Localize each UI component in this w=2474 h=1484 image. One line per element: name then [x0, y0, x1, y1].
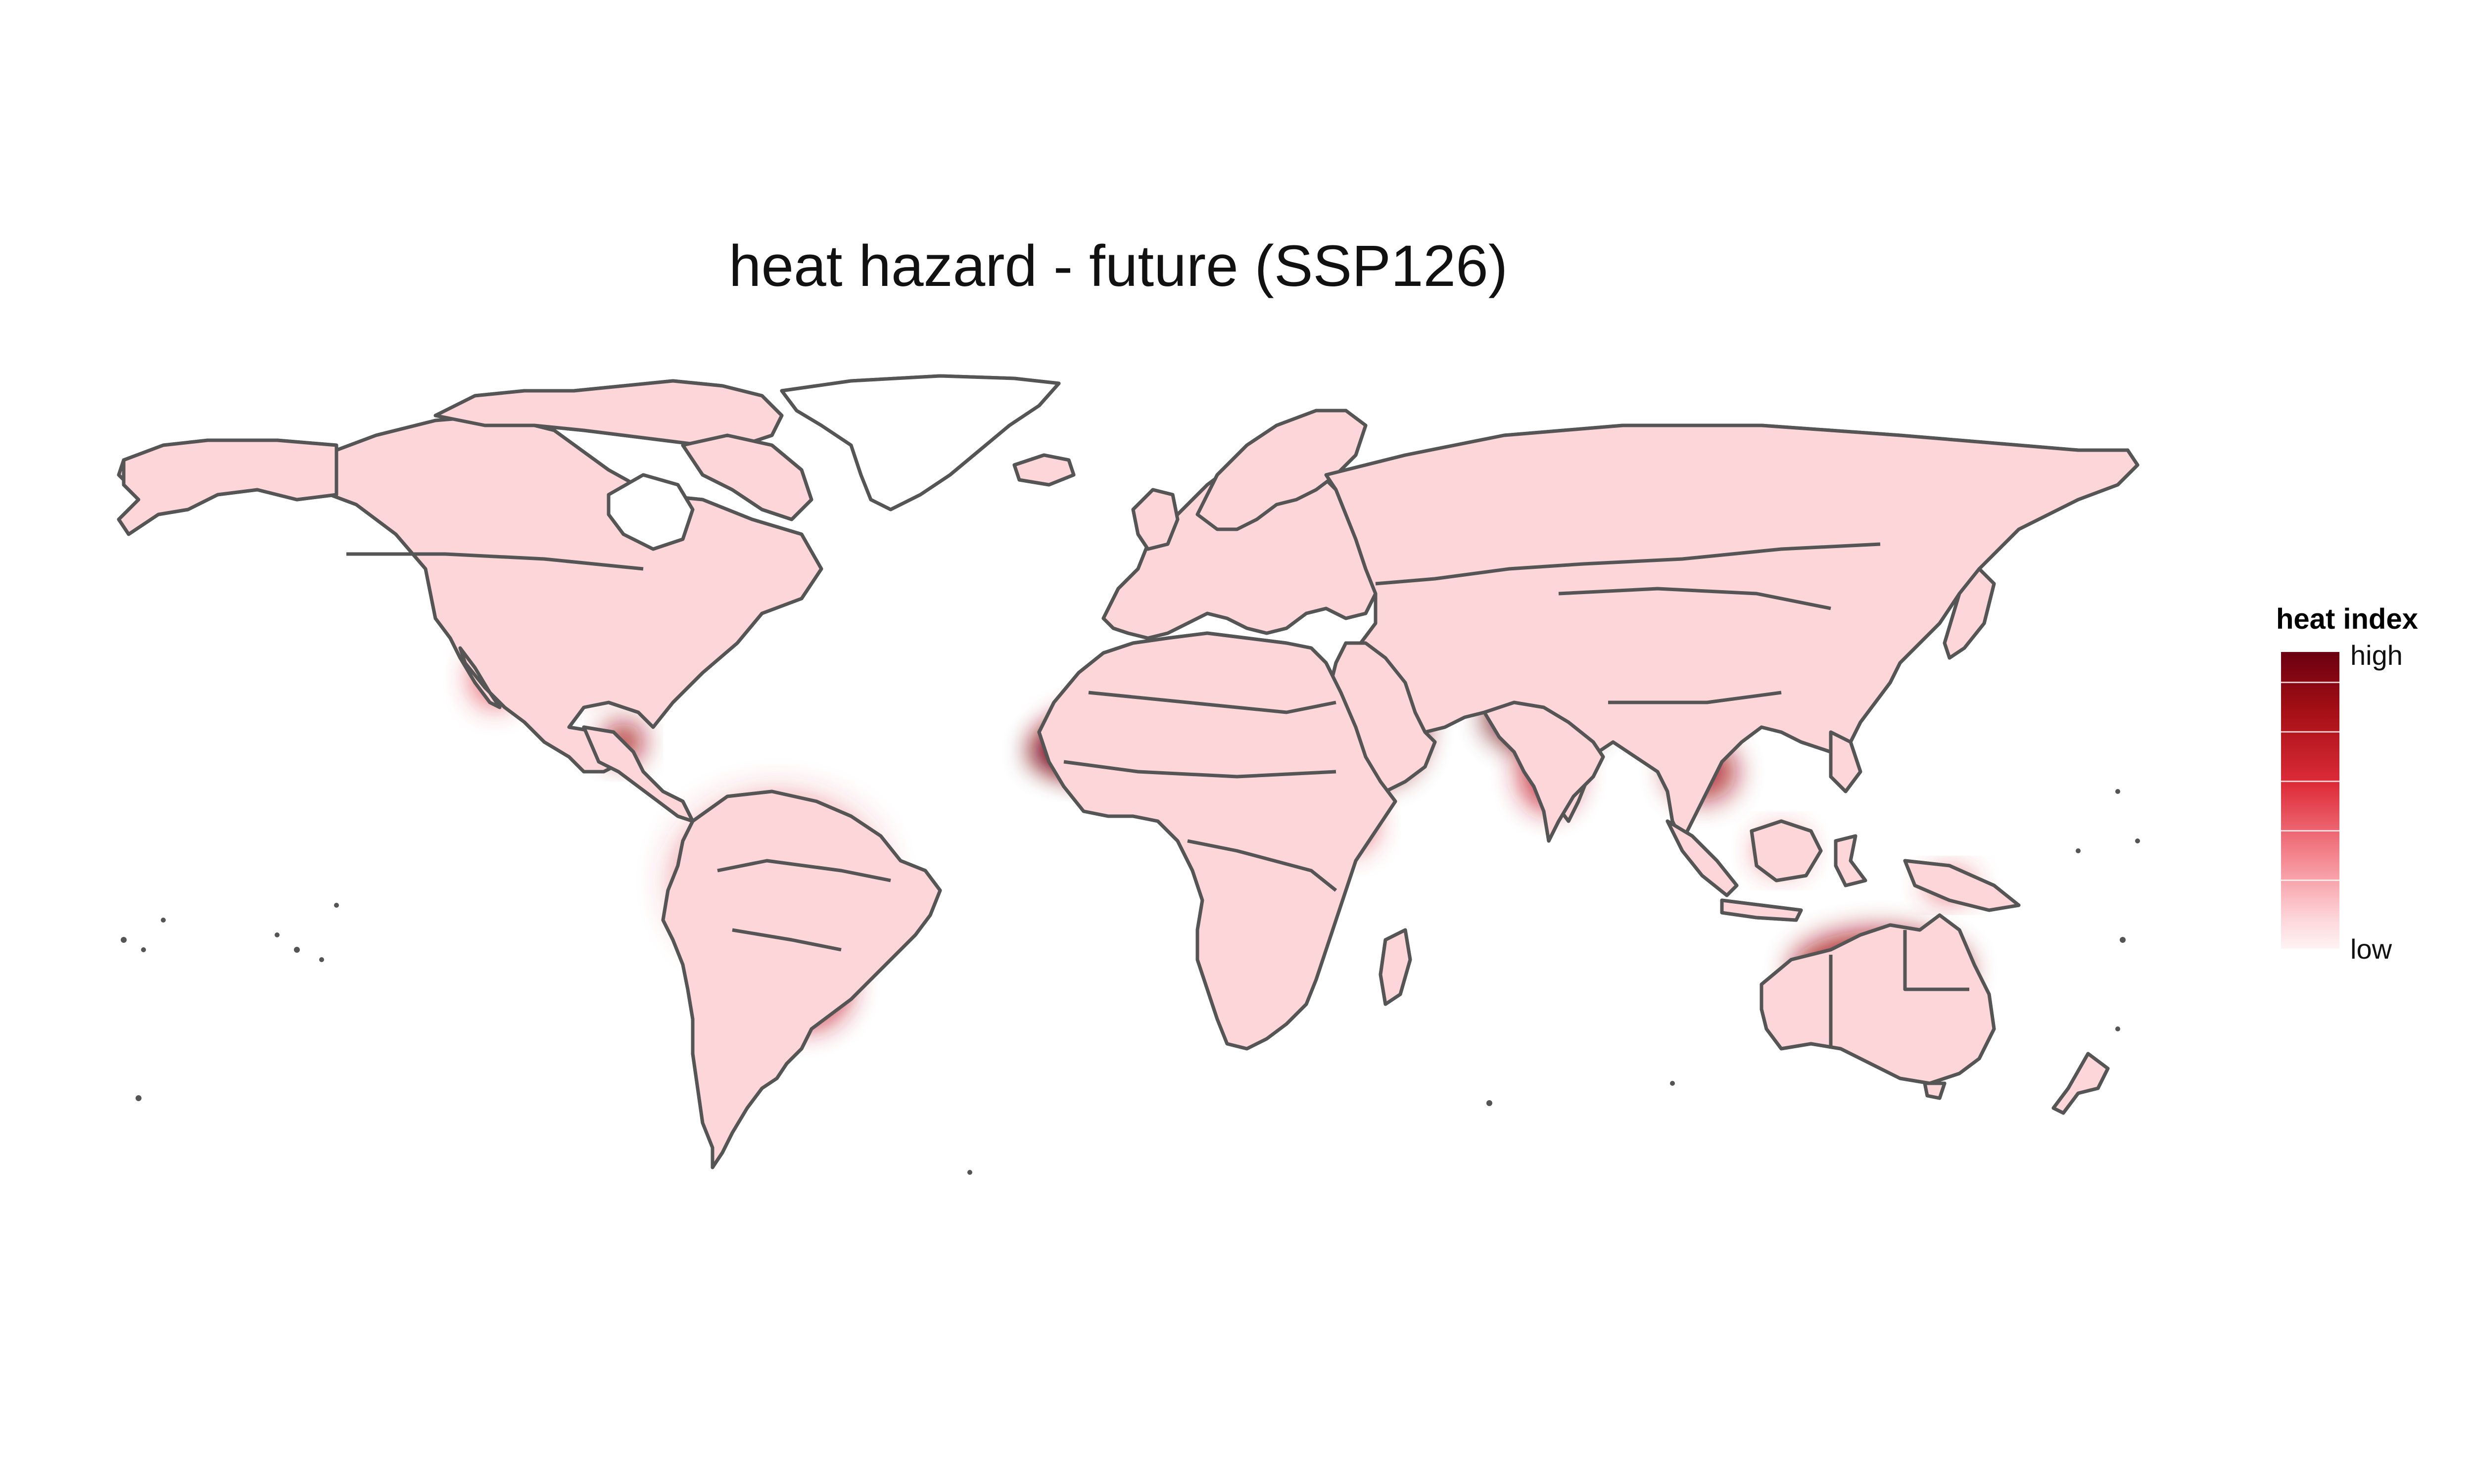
border-australia-2 [1903, 930, 1969, 991]
border-central-africa [1187, 839, 1337, 892]
legend-low-label: low [2350, 933, 2392, 965]
country-borders [119, 376, 2138, 1167]
legend-tick [2281, 781, 2339, 782]
legend-high-label: high [2350, 640, 2403, 671]
legend-tick [2281, 880, 2339, 881]
border-china-south [1608, 691, 1782, 704]
map-title: heat hazard - future (SSP126) [728, 233, 1508, 299]
border-sahara [1088, 691, 1336, 714]
legend: heat index high low [2276, 603, 2464, 978]
border-south-america-2 [732, 928, 842, 952]
border-china-mongolia [1558, 587, 1831, 610]
pacific-islands [121, 789, 2140, 1175]
border-russia [1375, 542, 1881, 586]
legend-title: heat index [2276, 603, 2418, 635]
border-south-america [717, 859, 891, 882]
legend-tick [2281, 731, 2339, 733]
border-us-canada-south [346, 552, 644, 571]
border-sahel [1063, 760, 1336, 779]
legend-tick [2281, 682, 2339, 683]
legend-color-bar [2281, 652, 2339, 949]
legend-tick [2281, 830, 2339, 832]
